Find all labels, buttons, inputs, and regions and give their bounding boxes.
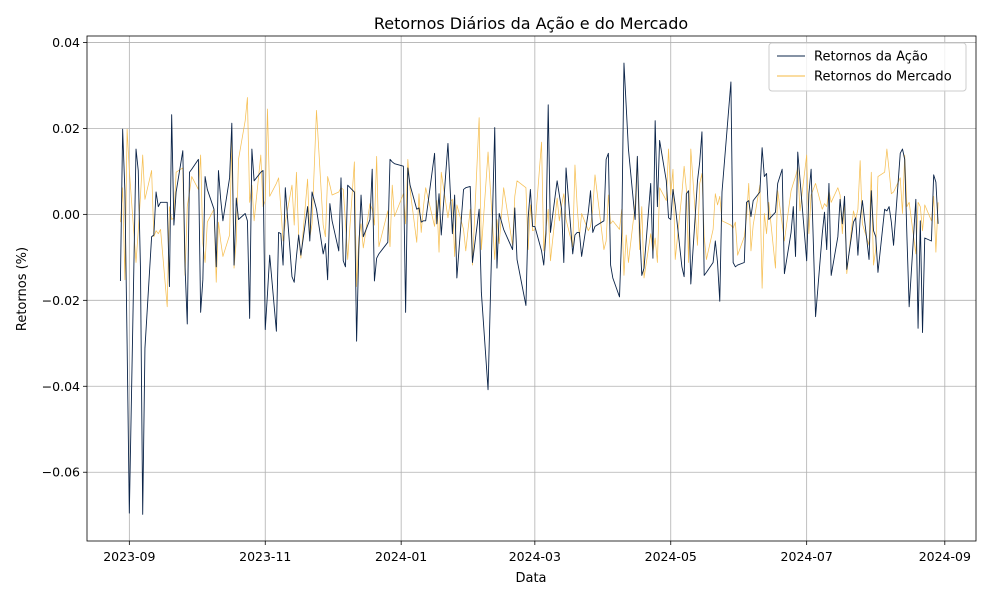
x-axis-label: Data <box>515 571 546 586</box>
series-layer <box>119 62 939 515</box>
market-returns-line <box>120 97 939 308</box>
y-axis-ticks: 0.04 0.02 0.00 −0.02 −0.04 −0.06 <box>42 35 87 480</box>
y-tick-label: 0.00 <box>52 207 80 222</box>
x-tick-label: 2023-11 <box>239 549 291 564</box>
y-axis-label: Retornos (%) <box>15 247 30 331</box>
x-tick-label: 2024-09 <box>919 549 971 564</box>
y-tick-label: 0.02 <box>52 121 80 136</box>
legend-box <box>768 42 967 92</box>
plot-area-frame <box>86 35 977 542</box>
y-tick-label: −0.04 <box>42 379 80 394</box>
y-tick-label: 0.04 <box>52 35 80 50</box>
x-tick-label: 2024-05 <box>645 549 697 564</box>
x-tick-label: 2024-01 <box>375 549 427 564</box>
x-tick-label: 2024-03 <box>509 549 561 564</box>
chart-title: Retornos Diários da Ação e do Mercado <box>374 14 688 33</box>
stock-returns-line <box>119 62 939 515</box>
legend-label-stock: Retornos da Ação <box>814 50 928 65</box>
x-tick-label: 2024-07 <box>781 549 833 564</box>
x-tick-label: 2023-09 <box>103 549 155 564</box>
x-axis-ticks: 2023-09 2023-11 2024-01 2024-03 2024-05 2024-… <box>103 541 971 564</box>
y-tick-label: −0.06 <box>42 465 80 480</box>
y-tick-label: −0.02 <box>42 293 80 308</box>
legend-label-market: Retornos do Mercado <box>814 70 952 85</box>
legend: Retornos da Ação Retornos do Mercado <box>768 42 967 92</box>
